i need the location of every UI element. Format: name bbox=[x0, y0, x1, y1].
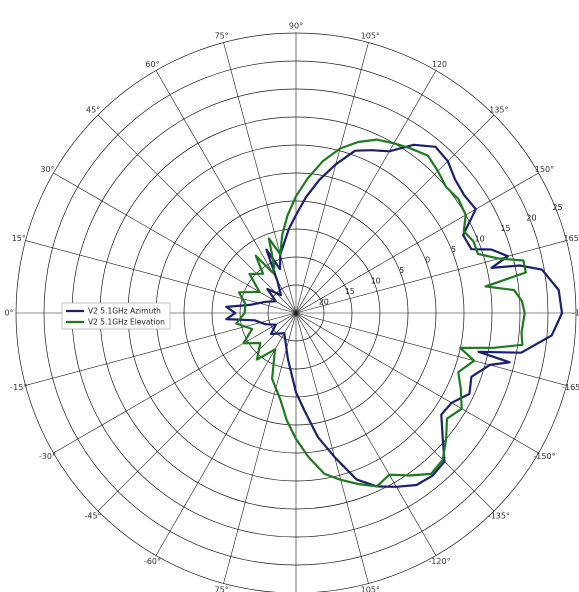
radial-tick-label: 10 bbox=[475, 234, 485, 243]
grid-spoke bbox=[97, 312, 297, 512]
grid-spoke bbox=[295, 312, 495, 512]
angle-tick-label: 0° bbox=[4, 309, 13, 318]
angle-tick-label: 105° bbox=[361, 31, 380, 40]
series-line-elevation bbox=[235, 138, 527, 488]
angle-tick-label: 120 bbox=[432, 60, 447, 69]
angle-tick-label: -180° bbox=[572, 309, 579, 318]
angle-tick-label: -15° bbox=[10, 383, 27, 392]
angle-tick-label: 30° bbox=[40, 165, 54, 174]
angle-tick-label: -165° bbox=[562, 383, 579, 392]
radial-tick-label: 15 bbox=[345, 287, 355, 296]
angle-tick-label: 45° bbox=[86, 106, 100, 115]
series-layer bbox=[225, 138, 564, 488]
grid-spoke bbox=[295, 312, 539, 454]
grid-spoke bbox=[97, 114, 297, 314]
radial-tick-label: 5 bbox=[451, 245, 456, 254]
angle-tick-label: -60° bbox=[144, 557, 161, 566]
tick-labels: 90°75°60°45°30°15°0°-15°-30°-45°-60°75°9… bbox=[4, 22, 579, 592]
angle-tick-label: -135° bbox=[488, 511, 510, 520]
legend-frame bbox=[61, 302, 171, 330]
angle-tick-label: -45° bbox=[85, 511, 102, 520]
grid-spoke bbox=[295, 312, 437, 556]
angle-tick-label: 90° bbox=[289, 22, 303, 31]
grid-spoke bbox=[53, 312, 297, 454]
angle-tick-label: 60° bbox=[145, 60, 159, 69]
angle-tick-label: 15° bbox=[12, 234, 26, 243]
series-line-azimuth bbox=[225, 143, 564, 488]
grid-spoke bbox=[295, 312, 567, 386]
grid-spoke bbox=[295, 42, 369, 314]
angle-tick-label: -30° bbox=[39, 452, 56, 461]
angle-tick-label: -120° bbox=[428, 557, 450, 566]
grid-spoke bbox=[295, 172, 539, 314]
grid-spoke bbox=[25, 312, 297, 386]
grid-spoke bbox=[295, 114, 495, 314]
angle-tick-label: 165° bbox=[564, 234, 579, 243]
polar-grid bbox=[15, 32, 577, 592]
radial-tick-label: 25 bbox=[552, 203, 562, 212]
radial-tick-label: 10 bbox=[371, 276, 381, 285]
angle-tick-label: 150° bbox=[535, 165, 554, 174]
grid-spoke bbox=[25, 240, 297, 314]
legend: V2 5.1GHz Azimuth V2 5.1GHz Elevation bbox=[61, 302, 171, 330]
radial-tick-label: 20 bbox=[526, 213, 536, 222]
radial-tick-label: 5 bbox=[399, 266, 404, 275]
angle-tick-label: 75° bbox=[215, 586, 229, 592]
angle-tick-label: 75° bbox=[215, 31, 229, 40]
angle-tick-label: -150° bbox=[533, 452, 555, 461]
grid-spoke bbox=[223, 42, 297, 314]
radial-tick-label: 0 bbox=[425, 255, 430, 264]
grid-spoke bbox=[223, 312, 297, 584]
radial-tick-label: 20 bbox=[319, 297, 329, 306]
grid-spoke bbox=[155, 312, 297, 556]
legend-label-azimuth: V2 5.1GHz Azimuth bbox=[88, 307, 161, 316]
radial-tick-label: 15 bbox=[500, 224, 510, 233]
grid-spoke bbox=[295, 240, 567, 314]
grid-spoke bbox=[295, 312, 369, 584]
grid-spoke bbox=[295, 70, 437, 314]
angle-tick-label: 135° bbox=[489, 106, 508, 115]
angle-tick-label: 105° bbox=[361, 586, 380, 592]
grid-spoke bbox=[53, 172, 297, 314]
legend-label-elevation: V2 5.1GHz Elevation bbox=[88, 318, 165, 327]
